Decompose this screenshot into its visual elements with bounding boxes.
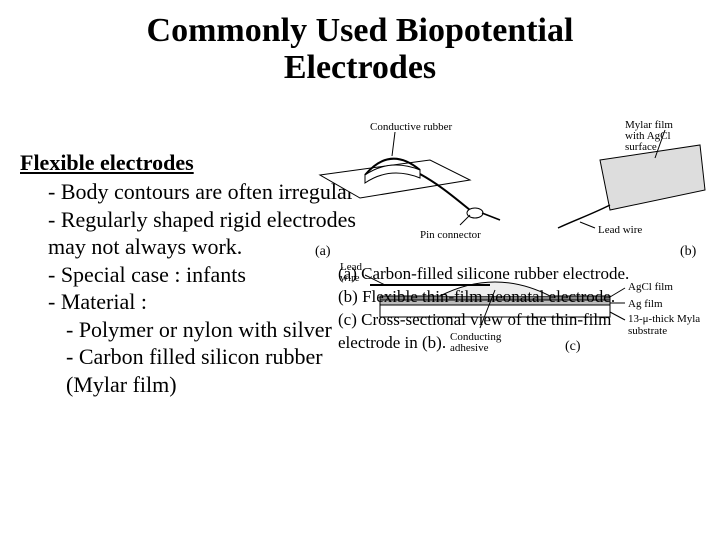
figure-a: Conductive rubber Pin connector (a) <box>310 120 540 260</box>
fig-a-leader-2 <box>460 215 470 225</box>
slide-title: Commonly Used Biopotential Electrodes <box>0 0 720 87</box>
bullet-list: - Body contours are often irregular - Re… <box>20 178 360 398</box>
caption-c: (c) Cross-sectional view of the thin-fil… <box>338 309 698 332</box>
fig-a-connector <box>467 208 483 218</box>
fig-a-marker: (a) <box>315 244 331 259</box>
fig-a-leader-1 <box>392 132 395 156</box>
caption-c2: electrode in (b). <box>338 332 698 355</box>
title-line-2: Electrodes <box>284 49 436 86</box>
figure-b: Mylar film with AgCl surface Lead wire (… <box>550 120 710 260</box>
caption-b: (b) Flexible thin-film neonatal electrod… <box>338 286 698 309</box>
caption-a: (a) Carbon-filled silicone rubber electr… <box>338 263 698 286</box>
fig-b-label-lead: Lead wire <box>598 224 642 236</box>
fig-b-film <box>600 145 705 210</box>
fig-a-connector-tail <box>482 213 500 220</box>
fig-a-label-rubber: Conductive rubber <box>370 121 453 133</box>
title-line-1: Commonly Used Biopotential <box>147 12 574 49</box>
fig-a-label-pin: Pin connector <box>420 229 481 241</box>
fig-b-leader-2 <box>580 222 595 228</box>
fig-b-label-mylar-3: surface <box>625 141 657 153</box>
figure-caption: (a) Carbon-filled silicone rubber electr… <box>338 263 698 355</box>
